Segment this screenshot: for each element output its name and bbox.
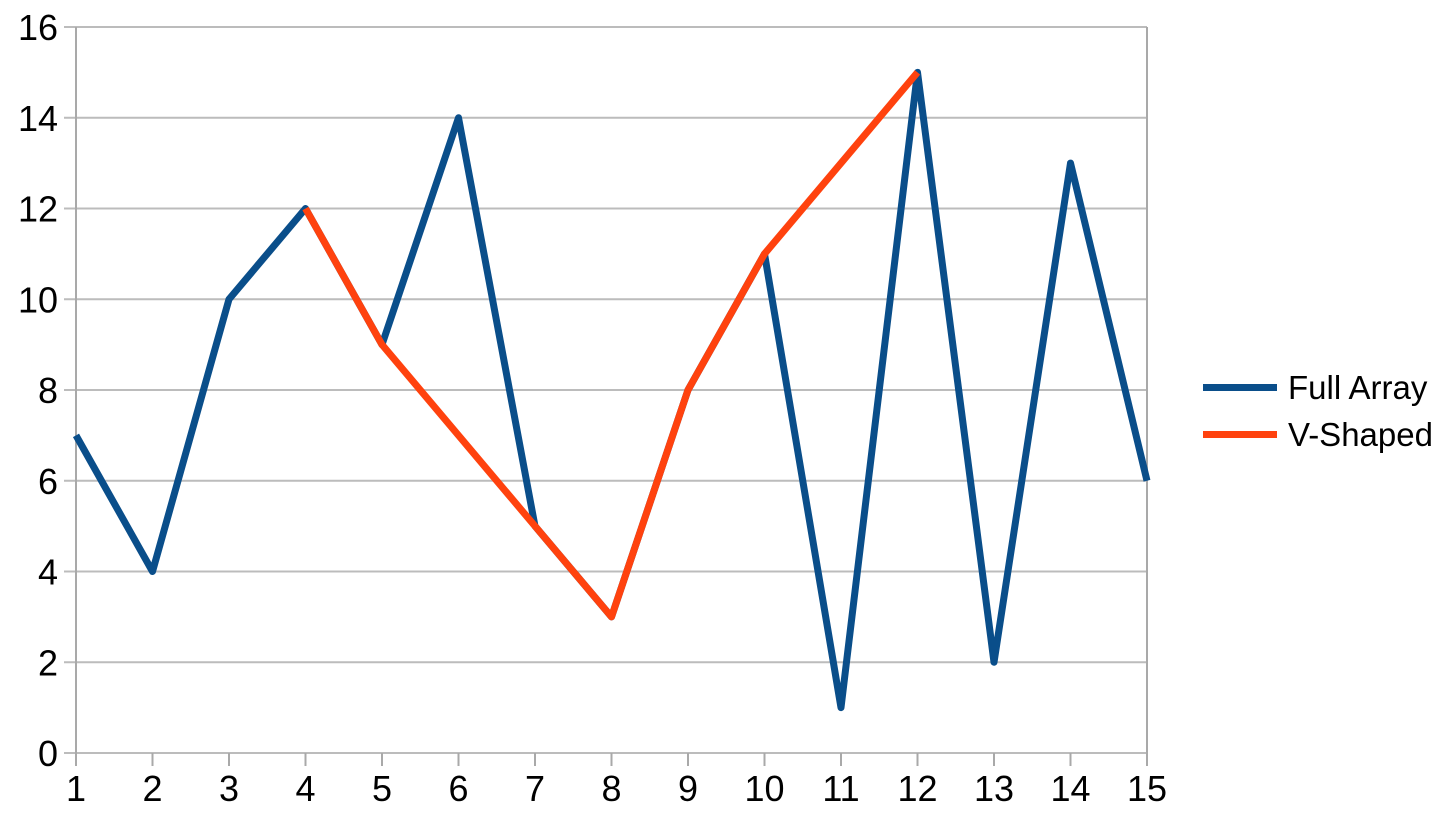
x-tick-label: 10 — [744, 768, 784, 809]
x-tick-label: 13 — [974, 768, 1014, 809]
x-tick-label: 4 — [295, 768, 315, 809]
x-tick-label: 5 — [372, 768, 392, 809]
x-tick-label: 2 — [142, 768, 162, 809]
y-tick-label: 14 — [18, 98, 58, 139]
legend-label: V-Shaped — [1288, 416, 1432, 453]
series-line-v-shaped — [302, 70, 921, 621]
y-axis-labels: 0 2 4 6 8 10 12 14 16 — [18, 7, 58, 774]
x-tick-label: 9 — [678, 768, 698, 809]
plot-border — [75, 27, 1148, 766]
x-tick-label: 14 — [1050, 768, 1090, 809]
legend-swatch-icon — [1203, 431, 1277, 438]
gridlines — [64, 26, 1147, 754]
x-tick-label: 8 — [601, 768, 621, 809]
x-tick-label: 15 — [1127, 768, 1167, 809]
legend-item: Full Array — [1203, 364, 1432, 411]
legend-label: Full Array — [1288, 369, 1428, 406]
x-axis-labels: 1 2 3 4 5 6 7 8 9 10 11 12 13 14 15 — [66, 768, 1167, 809]
y-tick-label: 10 — [18, 279, 58, 320]
x-tick-label: 3 — [219, 768, 239, 809]
legend: Full Array V-Shaped — [1203, 364, 1432, 458]
legend-item: V-Shaped — [1203, 411, 1432, 458]
x-tick-label: 7 — [525, 768, 545, 809]
axis-ticks — [75, 753, 1148, 766]
y-tick-label: 2 — [38, 642, 58, 683]
series-lines — [72, 68, 1151, 712]
x-tick-label: 12 — [897, 768, 937, 809]
x-tick-label: 11 — [822, 768, 859, 809]
legend-swatch-icon — [1203, 384, 1277, 391]
y-tick-label: 0 — [38, 733, 58, 774]
y-tick-label: 8 — [38, 370, 58, 411]
y-tick-label: 6 — [38, 461, 58, 502]
y-tick-label: 12 — [18, 189, 58, 230]
y-tick-label: 16 — [18, 7, 58, 48]
x-tick-label: 6 — [448, 768, 468, 809]
y-tick-label: 4 — [38, 552, 58, 593]
x-tick-label: 1 — [66, 768, 86, 809]
